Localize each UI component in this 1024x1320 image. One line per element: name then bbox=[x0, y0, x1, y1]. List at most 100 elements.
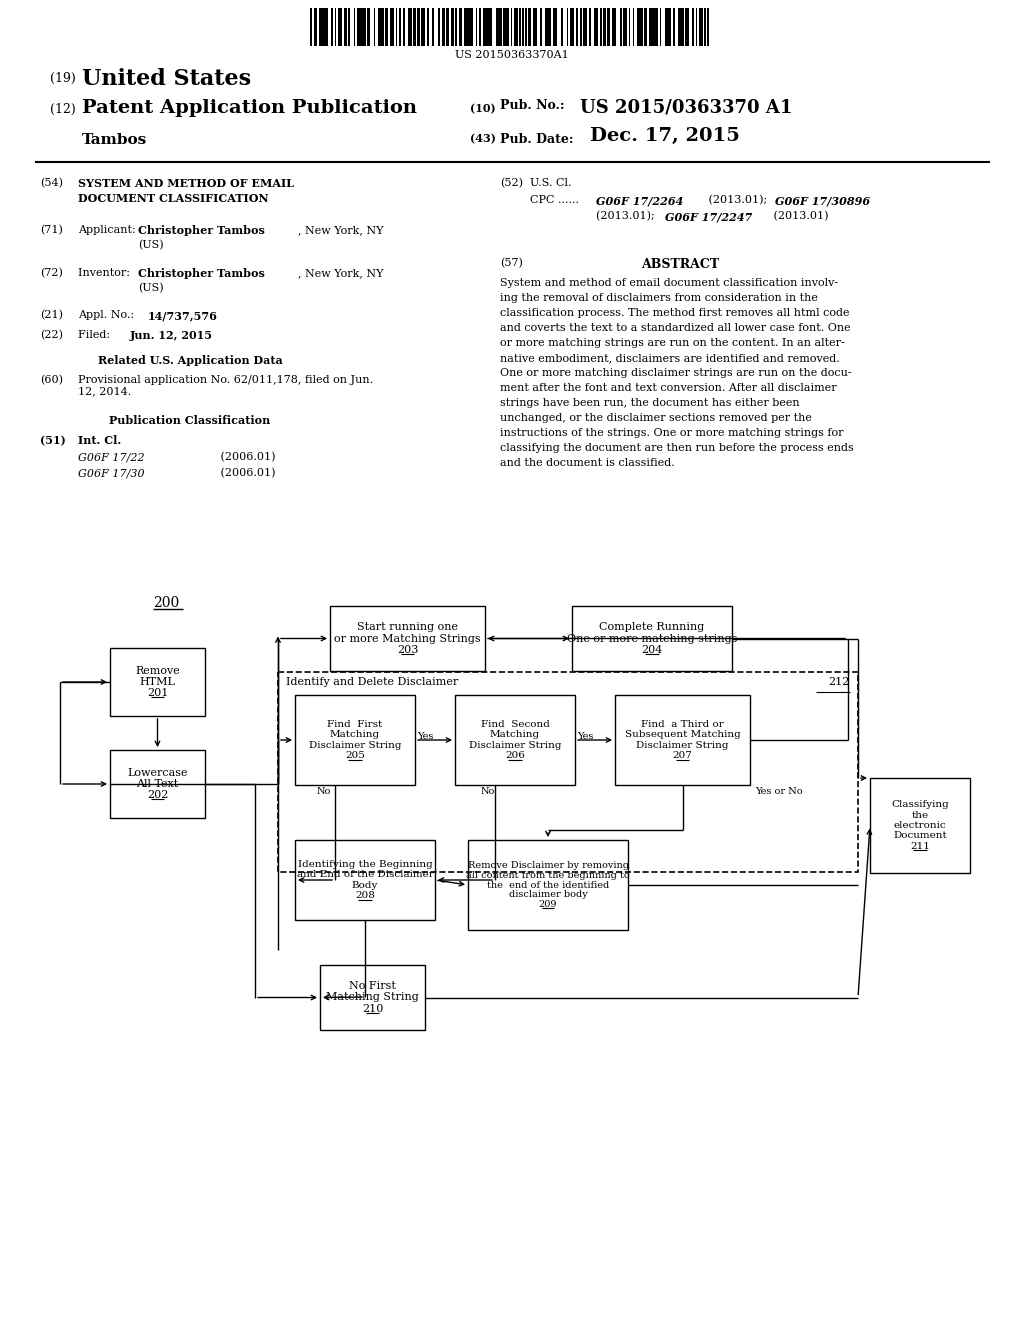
Bar bbox=[413, 8, 416, 46]
Bar bbox=[319, 965, 425, 1030]
Text: the: the bbox=[911, 810, 929, 820]
Bar bbox=[637, 8, 642, 46]
Bar bbox=[525, 8, 526, 46]
Bar bbox=[620, 8, 622, 46]
Text: Find  a Third or: Find a Third or bbox=[641, 719, 724, 729]
Text: 201: 201 bbox=[146, 688, 168, 698]
Text: and coverts the text to a standardized all lower case font. One: and coverts the text to a standardized a… bbox=[500, 323, 851, 333]
Text: Matching String: Matching String bbox=[326, 993, 419, 1002]
Bar bbox=[348, 8, 349, 46]
Text: (19): (19) bbox=[50, 73, 80, 84]
Text: , New York, NY: , New York, NY bbox=[298, 268, 384, 279]
Bar bbox=[600, 8, 601, 46]
Bar bbox=[522, 8, 523, 46]
Bar bbox=[110, 648, 205, 715]
Text: Disclaimer String: Disclaimer String bbox=[309, 741, 401, 750]
Text: G06F 17/30: G06F 17/30 bbox=[78, 469, 144, 478]
Text: the  end of the identified: the end of the identified bbox=[486, 880, 609, 890]
Text: 203: 203 bbox=[397, 644, 418, 655]
Bar bbox=[572, 606, 732, 671]
Bar bbox=[528, 8, 530, 46]
Text: Jun. 12, 2015: Jun. 12, 2015 bbox=[130, 330, 213, 341]
Text: 204: 204 bbox=[641, 644, 663, 655]
Text: (57): (57) bbox=[500, 257, 523, 268]
Bar bbox=[589, 8, 591, 46]
Bar bbox=[707, 8, 709, 46]
Bar bbox=[623, 8, 627, 46]
Text: 209: 209 bbox=[539, 900, 557, 909]
Bar bbox=[566, 8, 568, 46]
Text: 208: 208 bbox=[355, 891, 375, 900]
Text: Related U.S. Application Data: Related U.S. Application Data bbox=[97, 355, 283, 366]
Bar bbox=[335, 8, 336, 46]
Bar bbox=[278, 672, 858, 873]
Bar bbox=[482, 8, 492, 46]
Bar bbox=[519, 8, 520, 46]
Text: 14/737,576: 14/737,576 bbox=[148, 310, 218, 321]
Bar bbox=[534, 8, 537, 46]
Text: Start running one: Start running one bbox=[357, 623, 458, 632]
Text: Yes: Yes bbox=[577, 733, 593, 741]
Bar bbox=[673, 8, 675, 46]
Bar bbox=[583, 8, 587, 46]
Bar bbox=[615, 696, 750, 785]
Bar bbox=[511, 8, 512, 46]
Text: and End of the Disclaimer: and End of the Disclaimer bbox=[297, 870, 433, 879]
Text: 205: 205 bbox=[345, 751, 365, 760]
Bar bbox=[496, 8, 502, 46]
Bar bbox=[594, 8, 597, 46]
Text: Subsequent Matching: Subsequent Matching bbox=[625, 730, 740, 739]
Bar bbox=[561, 8, 562, 46]
Text: Lowercase: Lowercase bbox=[127, 768, 187, 777]
Bar bbox=[390, 8, 394, 46]
Bar bbox=[331, 8, 333, 46]
Text: (72): (72) bbox=[40, 268, 62, 279]
Bar bbox=[633, 8, 634, 46]
Bar bbox=[374, 8, 375, 46]
Bar bbox=[438, 8, 439, 46]
Text: (2006.01): (2006.01) bbox=[175, 469, 275, 478]
Text: (51): (51) bbox=[40, 436, 66, 446]
Text: (US): (US) bbox=[138, 240, 164, 251]
Text: Pub. Date:: Pub. Date: bbox=[500, 133, 573, 147]
Bar bbox=[612, 8, 616, 46]
Text: Christopher Tambos: Christopher Tambos bbox=[138, 224, 265, 236]
Text: One or more matching disclaimer strings are run on the docu-: One or more matching disclaimer strings … bbox=[500, 368, 852, 378]
Bar bbox=[545, 8, 551, 46]
Bar bbox=[659, 8, 662, 46]
Text: Identifying the Beginning: Identifying the Beginning bbox=[298, 859, 432, 869]
Bar bbox=[455, 696, 575, 785]
Text: (12): (12) bbox=[50, 103, 80, 116]
Text: ABSTRACT: ABSTRACT bbox=[641, 257, 719, 271]
Text: Document: Document bbox=[893, 832, 947, 841]
Text: G06F 17/30896: G06F 17/30896 bbox=[775, 195, 870, 206]
Text: No: No bbox=[317, 787, 332, 796]
Text: 206: 206 bbox=[505, 751, 525, 760]
Bar bbox=[402, 8, 406, 46]
Bar bbox=[442, 8, 444, 46]
Bar bbox=[295, 840, 435, 920]
Bar bbox=[629, 8, 630, 46]
Text: Find  Second: Find Second bbox=[480, 719, 550, 729]
Text: (US): (US) bbox=[138, 282, 164, 293]
Text: Matching: Matching bbox=[489, 730, 540, 739]
Text: ment after the font and text conversion. After all disclaimer: ment after the font and text conversion.… bbox=[500, 383, 837, 393]
Text: ing the removal of disclaimers from consideration in the: ing the removal of disclaimers from cons… bbox=[500, 293, 818, 304]
Bar bbox=[464, 8, 473, 46]
Bar bbox=[695, 8, 697, 46]
Text: instructions of the strings. One or more matching strings for: instructions of the strings. One or more… bbox=[500, 428, 844, 438]
Bar bbox=[330, 606, 485, 671]
Text: 210: 210 bbox=[361, 1003, 383, 1014]
Bar bbox=[378, 8, 384, 46]
Text: 207: 207 bbox=[673, 751, 692, 760]
Text: Provisional application No. 62/011,178, filed on Jun.
12, 2014.: Provisional application No. 62/011,178, … bbox=[78, 375, 373, 396]
Bar bbox=[603, 8, 605, 46]
Bar bbox=[705, 8, 706, 46]
Bar bbox=[446, 8, 449, 46]
Text: (2013.01);: (2013.01); bbox=[705, 195, 771, 206]
Text: Christopher Tambos: Christopher Tambos bbox=[138, 268, 265, 279]
Bar bbox=[698, 8, 702, 46]
Text: CPC ......: CPC ...... bbox=[530, 195, 583, 205]
Bar bbox=[678, 8, 683, 46]
Bar bbox=[459, 8, 462, 46]
